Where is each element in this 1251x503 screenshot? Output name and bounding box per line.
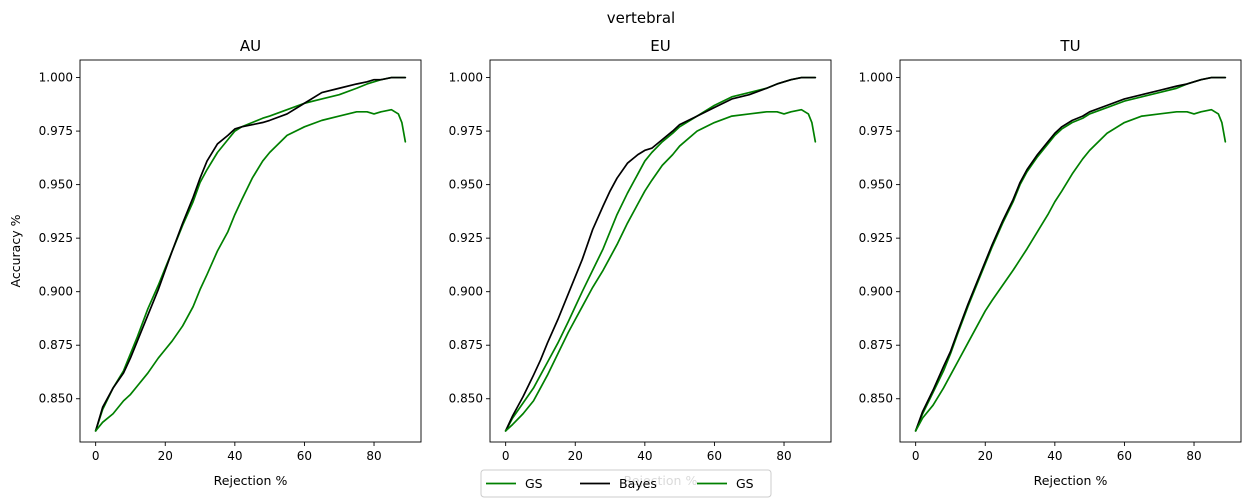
y-tick-label: 0.900 xyxy=(859,285,893,299)
y-tick-label: 0.925 xyxy=(449,231,483,245)
y-tick-label: 0.975 xyxy=(859,124,893,138)
x-tick-label: 0 xyxy=(92,449,100,463)
y-tick-label: 0.925 xyxy=(39,231,73,245)
y-tick-label: 0.975 xyxy=(449,124,483,138)
y-tick-label: 0.925 xyxy=(859,231,893,245)
y-tick-label: 0.975 xyxy=(39,124,73,138)
x-tick-label: 20 xyxy=(978,449,993,463)
legend-label: Bayes xyxy=(619,476,657,491)
series-line-2-bayes xyxy=(94,76,407,432)
figure-title: vertebral xyxy=(607,9,675,27)
series-group xyxy=(504,76,817,432)
y-tick-label: 0.875 xyxy=(39,338,73,352)
y-tick-label: 0.875 xyxy=(859,338,893,352)
axes-frame xyxy=(489,59,832,443)
x-tick-label: 80 xyxy=(366,449,381,463)
subplot-title: TU xyxy=(1059,37,1080,55)
x-tick-label: 80 xyxy=(1186,449,1201,463)
x-tick-label: 0 xyxy=(912,449,920,463)
series-group xyxy=(94,76,407,432)
x-tick-label: 40 xyxy=(637,449,652,463)
y-tick-label: 0.950 xyxy=(449,178,483,192)
x-axis-label: Rejection % xyxy=(1034,473,1108,488)
y-axis-label: Accuracy % xyxy=(8,214,23,287)
subplot-tu: 0 20 40 60 80 0.850 0.875 0.900 0.925 0.950 0.975 1… xyxy=(859,37,1242,488)
x-tick-label: 20 xyxy=(158,449,173,463)
legend: GS Bayes GS xyxy=(480,469,772,498)
y-tick-label: 1.000 xyxy=(859,71,893,85)
subplot-title: AU xyxy=(240,37,261,55)
y-tick-label: 0.900 xyxy=(449,285,483,299)
series-group xyxy=(914,76,1227,432)
series-line-1-gs xyxy=(914,76,1227,432)
x-tick-label: 60 xyxy=(297,449,312,463)
x-tick-label: 40 xyxy=(1047,449,1062,463)
y-tick-label: 0.950 xyxy=(859,178,893,192)
series-line-3-gs xyxy=(504,108,817,432)
legend-label: GS xyxy=(736,476,754,491)
series-line-1-gs xyxy=(94,76,407,432)
subplot-title: EU xyxy=(650,37,670,55)
axes-frame xyxy=(79,59,422,443)
y-tick-label: 0.950 xyxy=(39,178,73,192)
x-tick-label: 40 xyxy=(227,449,242,463)
y-tick-label: 0.850 xyxy=(859,392,893,406)
x-tick-label: 0 xyxy=(502,449,510,463)
series-line-3-gs xyxy=(914,108,1227,432)
series-line-2-bayes xyxy=(504,76,817,432)
series-line-2-bayes xyxy=(914,76,1227,432)
x-tick-label: 60 xyxy=(707,449,722,463)
y-tick-label: 0.850 xyxy=(449,392,483,406)
y-tick-label: 0.900 xyxy=(39,285,73,299)
series-line-1-gs xyxy=(504,76,817,432)
x-axis-label: Rejection % xyxy=(214,473,288,488)
subplots: 0 20 40 60 80 0.850 0.875 0.900 0.925 0.950 0.975 1… xyxy=(8,37,1242,488)
series-line-3-gs xyxy=(94,108,407,432)
subplot-eu: 0 20 40 60 80 0.850 0.875 0.900 0.925 0.950 0.975 1… xyxy=(449,37,832,488)
subplot-au: 0 20 40 60 80 0.850 0.875 0.900 0.925 0.950 0.975 1… xyxy=(8,37,422,488)
y-tick-label: 0.875 xyxy=(449,338,483,352)
axes-frame xyxy=(899,59,1242,443)
legend-label: GS xyxy=(525,476,543,491)
y-tick-label: 1.000 xyxy=(449,71,483,85)
x-tick-label: 60 xyxy=(1117,449,1132,463)
y-tick-label: 1.000 xyxy=(39,71,73,85)
x-tick-label: 20 xyxy=(568,449,583,463)
legend-box xyxy=(480,469,772,498)
y-tick-label: 0.850 xyxy=(39,392,73,406)
x-tick-label: 80 xyxy=(776,449,791,463)
